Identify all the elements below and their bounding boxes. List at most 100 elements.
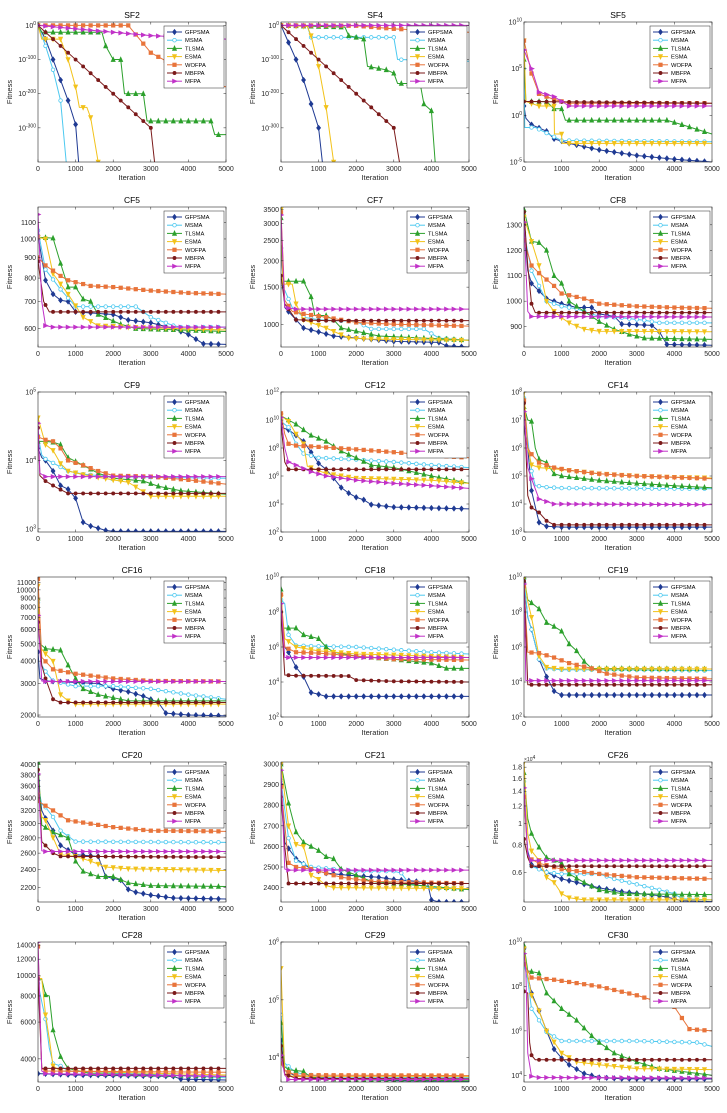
data-point-wofpa (111, 825, 116, 830)
data-point-msma (110, 839, 116, 844)
data-point-mfpa (642, 314, 648, 320)
x-tick-label: 3000 (143, 351, 159, 358)
data-point-mfpa (171, 324, 177, 330)
legend-item-mfpa: MFPA (410, 263, 444, 270)
x-tick-label: 4000 (424, 166, 440, 173)
data-point-mbfpa (369, 467, 374, 472)
data-point-mbfpa (43, 302, 48, 307)
legend-marker-icon (658, 958, 663, 963)
data-point-mfpa (414, 867, 420, 873)
legend-label: ESMA (185, 795, 202, 801)
data-point-mbfpa (391, 125, 396, 130)
data-point-tlsma (80, 28, 86, 35)
legend-marker-icon (658, 617, 663, 622)
data-point-mfpa (178, 324, 185, 330)
legend-label: MFPA (671, 79, 687, 85)
data-point-mbfpa (193, 309, 198, 314)
data-point-mfpa (346, 22, 353, 28)
data-point-mfpa (95, 474, 102, 480)
data-point-esma (308, 872, 314, 879)
data-point-esma (331, 472, 337, 479)
y-tick-label: 104 (268, 678, 279, 687)
y-tick-label: 104 (25, 456, 36, 465)
data-point-mbfpa (186, 1066, 191, 1071)
data-point-mfpa (286, 459, 292, 465)
x-tick-label: 1000 (311, 721, 327, 728)
data-point-mfpa (383, 867, 390, 873)
y-tick-label: 1010 (266, 416, 280, 425)
data-point-mfpa (80, 324, 87, 330)
data-point-wofpa (88, 821, 93, 826)
data-point-gfpsma (73, 495, 79, 502)
data-point-msma (88, 683, 93, 689)
legend-item-esma: ESMA (167, 974, 202, 981)
data-point-wofpa (444, 1073, 449, 1078)
data-point-wofpa (301, 650, 306, 655)
legend-marker-icon (171, 230, 178, 236)
data-point-msma (376, 35, 381, 40)
data-point-tlsma (353, 454, 359, 461)
data-point-tlsma (80, 685, 86, 692)
data-point-mbfpa (148, 854, 153, 859)
data-point-mfpa (604, 103, 611, 109)
data-point-tlsma (458, 665, 465, 671)
data-point-gfpsma (444, 693, 449, 700)
data-point-wofpa (346, 446, 351, 451)
data-point-esma (398, 885, 404, 892)
data-point-wofpa (178, 290, 183, 295)
data-point-wofpa (156, 288, 161, 294)
legend-item-tlsma: TLSMA (653, 600, 690, 607)
data-point-mfpa (619, 314, 626, 320)
data-point-tlsma (619, 116, 625, 123)
legend-item-msma: MSMA (167, 958, 203, 964)
legend-item-esma: ESMA (653, 424, 688, 431)
data-point-wofpa (118, 285, 123, 290)
data-point-tlsma (574, 1016, 580, 1023)
data-point-mfpa (316, 867, 322, 873)
data-point-msma (88, 304, 93, 309)
data-point-mfpa (604, 501, 611, 507)
legend-marker-icon (415, 982, 420, 987)
data-point-mfpa (399, 867, 405, 873)
x-tick-label: 1000 (68, 536, 84, 543)
data-point-wofpa (50, 439, 56, 444)
data-point-tlsma (65, 283, 71, 290)
data-point-gfpsma (626, 151, 632, 158)
data-point-mbfpa (679, 100, 684, 105)
data-point-mfpa (589, 501, 596, 507)
panel-title: CF16 (122, 565, 143, 575)
data-point-esma (281, 966, 284, 972)
data-point-mbfpa (634, 310, 639, 315)
y-tick-label: 3500 (263, 207, 279, 214)
axes-box (280, 391, 470, 533)
data-point-wofpa (43, 437, 48, 442)
data-point-mfpa (551, 313, 558, 320)
data-point-mbfpa (339, 467, 344, 472)
data-point-msma (657, 486, 662, 491)
data-point-mbfpa (664, 1057, 669, 1062)
x-tick-label: 0 (36, 166, 40, 173)
data-point-mbfpa (96, 1066, 101, 1071)
data-point-msma (133, 304, 138, 309)
data-point-mbfpa (216, 309, 221, 314)
data-point-mfpa (421, 654, 428, 661)
data-point-wofpa (293, 310, 299, 315)
data-point-msma (694, 320, 700, 326)
legend-label: MFPA (185, 634, 201, 640)
data-point-mbfpa (695, 522, 699, 527)
data-point-mbfpa (687, 310, 692, 315)
legend-label: MSMA (185, 408, 203, 414)
data-point-mbfpa (634, 682, 639, 687)
data-point-mfpa (208, 474, 215, 480)
data-point-mfpa (140, 474, 147, 480)
x-tick-label: 3000 (629, 721, 645, 728)
data-point-mbfpa (634, 522, 639, 527)
data-point-mfpa (596, 103, 603, 109)
data-point-mfpa (596, 678, 603, 684)
data-point-gfpsma (451, 693, 457, 700)
x-axis-label: Iteration (604, 358, 631, 367)
data-point-gfpsma (559, 875, 565, 883)
data-point-mfpa (664, 1075, 671, 1081)
data-point-mfpa (694, 314, 701, 320)
data-point-mbfpa (301, 43, 306, 48)
